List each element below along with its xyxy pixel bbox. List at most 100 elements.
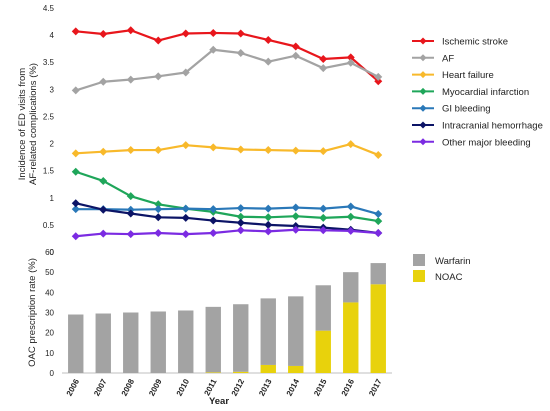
bar-warfarin <box>95 313 111 373</box>
top-y-tick-label: 3.5 <box>43 58 55 67</box>
bar-warfarin <box>343 272 359 303</box>
bottom-y-axis-title: OAC prescription rate (%) <box>27 258 38 367</box>
bar-warfarin <box>205 306 221 373</box>
x-tick-label: 2009 <box>147 377 164 397</box>
x-tick-label: 2008 <box>120 377 137 397</box>
x-tick-label: 2011 <box>202 377 218 397</box>
data-point-ischemic-stroke <box>319 54 328 63</box>
bar-warfarin <box>233 304 249 372</box>
x-tick-label: 2017 <box>367 377 384 397</box>
series-line-gi-bleeding <box>75 205 379 216</box>
data-point-ischemic-stroke <box>209 28 218 37</box>
data-point-gi-bleeding <box>181 204 190 213</box>
top-y-tick-label: 1 <box>50 194 55 203</box>
bar-noac <box>288 365 304 373</box>
data-point-gi-bleeding <box>374 210 383 219</box>
top-y-tick-label: 3 <box>50 85 55 94</box>
bar-warfarin <box>260 298 276 365</box>
data-point-af <box>374 72 383 81</box>
legend-label-heart-failure: Heart failure <box>442 70 494 81</box>
top-y-tick-label: 1.5 <box>43 167 55 176</box>
bar-warfarin <box>315 285 331 331</box>
data-point-intracranial-hemorrhage <box>126 209 135 218</box>
bar-noac <box>343 302 359 373</box>
data-point-af <box>99 77 108 86</box>
data-point-ischemic-stroke <box>236 29 245 38</box>
data-point-other-major-bleeding <box>126 230 135 239</box>
data-point-gi-bleeding <box>209 205 218 214</box>
data-point-gi-bleeding <box>264 204 273 213</box>
data-point-heart-failure <box>346 140 355 149</box>
data-point-heart-failure <box>181 141 190 150</box>
data-point-other-major-bleeding <box>236 226 245 235</box>
top-y-tick-label: 2.5 <box>43 112 55 121</box>
data-point-other-major-bleeding <box>374 229 383 238</box>
data-point-af <box>71 86 80 95</box>
legend-label-gi-bleeding: GI bleeding <box>442 104 491 115</box>
data-point-myocardial-infarction <box>346 212 355 221</box>
data-point-intracranial-hemorrhage <box>264 220 273 229</box>
data-point-intracranial-hemorrhage <box>71 199 80 208</box>
data-point-ischemic-stroke <box>181 29 190 38</box>
data-point-heart-failure <box>71 149 80 158</box>
data-point-intracranial-hemorrhage <box>154 213 163 222</box>
legend-marker-ischemic-stroke <box>419 37 427 45</box>
bottom-y-tick-label: 20 <box>45 329 54 338</box>
data-point-myocardial-infarction <box>264 213 273 222</box>
data-point-af <box>346 58 355 67</box>
data-point-af <box>319 64 328 73</box>
data-point-heart-failure <box>264 146 273 155</box>
data-point-heart-failure <box>154 146 163 155</box>
data-point-heart-failure <box>126 146 135 155</box>
data-point-heart-failure <box>209 143 218 152</box>
bar-noac <box>260 364 276 373</box>
data-point-myocardial-infarction <box>154 200 163 209</box>
top-y-tick-label: 2 <box>50 140 55 149</box>
data-point-intracranial-hemorrhage <box>99 205 108 214</box>
data-point-myocardial-infarction <box>291 212 300 221</box>
top-y-tick-label: 4.5 <box>43 4 55 13</box>
data-point-gi-bleeding <box>319 204 328 213</box>
bottom-y-tick-label: 60 <box>45 248 54 257</box>
data-point-gi-bleeding <box>236 204 245 213</box>
legend-label-ischemic-stroke: Ischemic stroke <box>442 37 508 48</box>
data-point-other-major-bleeding <box>154 229 163 238</box>
bottom-y-tick-label: 10 <box>45 349 54 358</box>
legend-marker-other-major-bleeding <box>419 138 427 146</box>
data-point-ischemic-stroke <box>99 30 108 39</box>
data-point-ischemic-stroke <box>346 53 355 62</box>
data-point-heart-failure <box>319 147 328 156</box>
legend-swatch-noac <box>413 270 425 282</box>
x-tick-label: 2014 <box>285 377 302 397</box>
data-point-af <box>154 72 163 81</box>
x-tick-label: 2015 <box>312 377 329 397</box>
legend-label-other-major-bleeding: Other major bleeding <box>442 137 531 148</box>
data-point-other-major-bleeding <box>346 226 355 235</box>
data-point-intracranial-hemorrhage <box>181 213 190 222</box>
data-point-af <box>181 68 190 77</box>
data-point-myocardial-infarction <box>126 192 135 201</box>
bar-warfarin <box>370 263 386 285</box>
bar-warfarin <box>288 296 304 366</box>
top-y-tick-label: 0.5 <box>43 221 55 230</box>
data-point-myocardial-infarction <box>319 213 328 222</box>
legend-swatch-warfarin <box>413 254 425 266</box>
data-point-other-major-bleeding <box>181 230 190 239</box>
top-y-tick-label: 0 <box>50 248 55 257</box>
series-line-heart-failure <box>75 142 379 156</box>
data-point-myocardial-infarction <box>374 217 383 226</box>
legend-marker-gi-bleeding <box>419 104 427 112</box>
data-point-heart-failure <box>99 147 108 156</box>
data-point-gi-bleeding <box>154 205 163 214</box>
x-tick-label: 2012 <box>230 377 247 397</box>
data-point-intracranial-hemorrhage <box>236 218 245 227</box>
data-point-ischemic-stroke <box>71 27 80 36</box>
data-point-other-major-bleeding <box>71 232 80 241</box>
data-point-myocardial-infarction <box>99 176 108 185</box>
data-point-af <box>236 49 245 58</box>
legend-marker-myocardial-infarction <box>419 87 427 95</box>
top-y-tick-label: 4 <box>50 31 55 40</box>
legend-marker-intracranial-hemorrhage <box>419 121 427 129</box>
data-point-other-major-bleeding <box>209 229 218 238</box>
data-point-other-major-bleeding <box>264 227 273 236</box>
